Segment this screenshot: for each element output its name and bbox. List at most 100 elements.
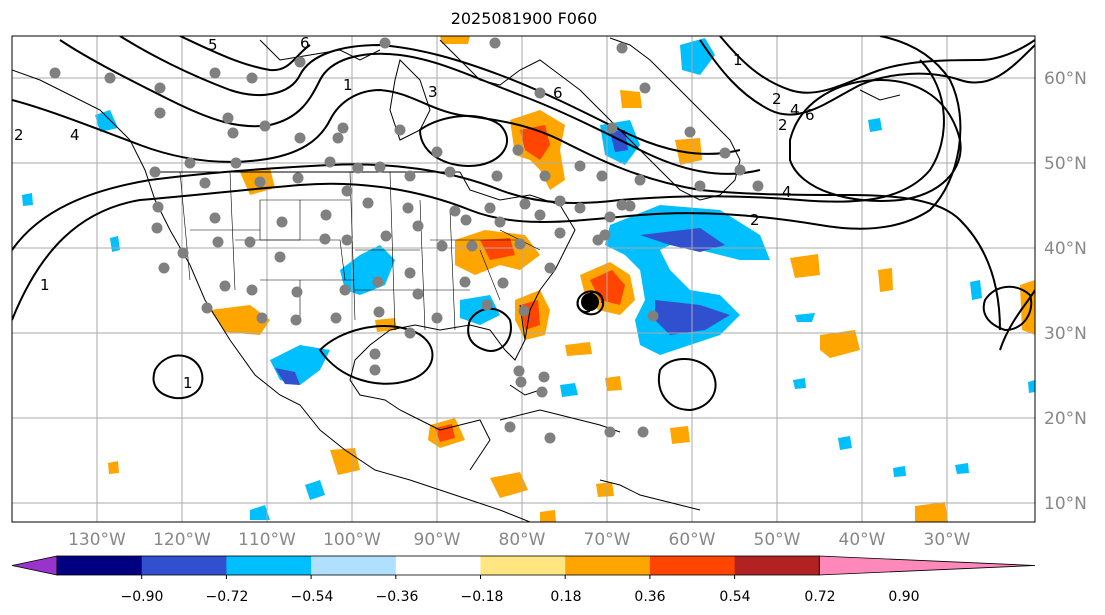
- station-dot: [412, 288, 424, 300]
- map-panel: 1 3 5 6 2 4 6 2 4 1 1 2 1 2 4 6: [12, 36, 1035, 522]
- station-dot: [596, 170, 608, 182]
- station-dot: [294, 132, 306, 144]
- station-dot: [519, 198, 531, 210]
- station-dot: [647, 310, 659, 322]
- station-dot: [574, 202, 586, 214]
- station-dot: [489, 37, 501, 49]
- lon-label: 60°W: [669, 530, 716, 550]
- station-dot: [209, 212, 221, 224]
- station-dot: [290, 314, 302, 326]
- colorbar-segment: [480, 556, 566, 575]
- station-dot: [491, 170, 503, 182]
- station-dot: [380, 230, 392, 242]
- contour-label: 1: [40, 276, 50, 294]
- station-dot: [379, 37, 391, 49]
- station-dot: [734, 164, 746, 176]
- station-dot: [604, 211, 616, 223]
- station-dot: [227, 127, 239, 139]
- contour-label: 2: [14, 126, 24, 144]
- station-dot: [404, 267, 416, 279]
- station-dot: [49, 67, 61, 79]
- station-dot: [534, 87, 546, 99]
- station-dot: [177, 247, 189, 259]
- station-dot: [412, 220, 424, 232]
- station-dot: [104, 72, 116, 84]
- station-dot: [431, 312, 443, 324]
- contour-labels: 1 3 5 6 2 4 6 2 4 1 1 2 1 2 4 6: [14, 36, 815, 392]
- station-dot: [201, 302, 213, 314]
- station-dot: [158, 262, 170, 274]
- station-dot: [274, 251, 286, 263]
- station-dot: [536, 386, 548, 398]
- colorbar-segment: [141, 556, 227, 575]
- lon-label: 110°W: [238, 530, 296, 550]
- colorbar-segment: [226, 556, 312, 575]
- station-dot: [436, 240, 448, 252]
- station-dot: [544, 432, 556, 444]
- negative-anomaly-shading: [22, 38, 1035, 520]
- colorbar-tick-label: 0.18: [550, 589, 581, 605]
- station-dot: [481, 299, 493, 311]
- colorbar-tick-label: 0.72: [804, 589, 835, 605]
- station-dot: [694, 180, 706, 192]
- lon-label: 120°W: [153, 530, 211, 550]
- station-dot: [374, 161, 386, 173]
- coastlines: [12, 37, 901, 522]
- lon-label: 90°W: [414, 530, 461, 550]
- station-dots: [49, 37, 764, 444]
- station-dot: [497, 277, 509, 289]
- lon-label: 130°W: [68, 530, 126, 550]
- station-dot: [404, 327, 416, 339]
- station-dot: [212, 236, 224, 248]
- station-dot: [459, 276, 471, 288]
- station-dot: [291, 286, 303, 298]
- colorbar-tick-label: 0.54: [719, 589, 750, 605]
- lon-label: 70°W: [584, 530, 631, 550]
- station-dot: [276, 216, 288, 228]
- station-dot: [539, 170, 551, 182]
- station-dot: [254, 176, 266, 188]
- station-dot: [515, 376, 527, 388]
- station-dot: [402, 202, 414, 214]
- longitude-labels: 130°W 120°W 110°W 100°W 90°W 80°W 70°W 6…: [68, 530, 971, 550]
- station-dot: [246, 72, 258, 84]
- station-dot: [151, 222, 163, 234]
- contour-label: 4: [70, 126, 80, 144]
- station-dot: [504, 421, 516, 433]
- station-dot: [209, 67, 221, 79]
- colorbar-tick-label: 0.90: [888, 589, 919, 605]
- contour-label: 6: [553, 84, 563, 102]
- station-dot: [292, 172, 304, 184]
- station-dot: [369, 364, 381, 376]
- station-dot: [259, 120, 271, 132]
- colorbar-extend-low: [11, 555, 58, 576]
- station-dot: [624, 200, 636, 212]
- contour-label: 1: [733, 51, 743, 69]
- station-dot: [154, 82, 166, 94]
- station-dot: [606, 122, 618, 134]
- station-dot: [294, 56, 306, 68]
- station-dot: [394, 124, 406, 136]
- latitude-labels: 60°N 50°N 40°N 30°N 20°N 10°N: [1044, 69, 1087, 514]
- station-dot: [324, 156, 336, 168]
- map-frame: [11, 35, 1036, 523]
- lon-label: 40°W: [839, 530, 886, 550]
- station-dot: [512, 144, 524, 156]
- colorbar-extend-high: [818, 555, 1036, 576]
- lon-label: 100°W: [323, 530, 381, 550]
- station-dot: [330, 312, 342, 324]
- contour-label: 2: [750, 211, 760, 229]
- contour-label: 1: [183, 374, 193, 392]
- colorbar-tick-label: 0.36: [634, 589, 665, 605]
- station-dot: [341, 185, 353, 197]
- colorbar-tick-label: −0.54: [291, 589, 334, 605]
- contour-label: 2: [778, 116, 788, 134]
- station-dot: [449, 205, 461, 217]
- station-dot: [494, 216, 506, 228]
- station-dot: [484, 202, 496, 214]
- colorbar-segment: [565, 556, 651, 575]
- lat-label: 20°N: [1044, 409, 1087, 429]
- contour-label: 6: [805, 106, 815, 124]
- contour-label: 5: [208, 36, 218, 54]
- station-dot: [337, 122, 349, 134]
